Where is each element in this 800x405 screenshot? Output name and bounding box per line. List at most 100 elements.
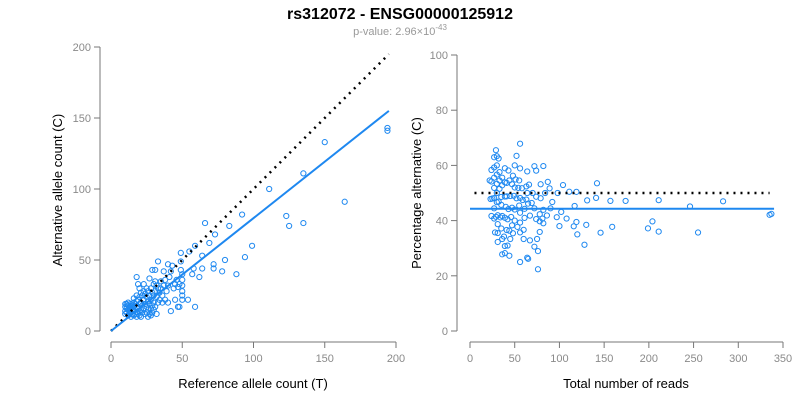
left-data-point: [146, 275, 153, 282]
left-data-point: [177, 258, 184, 265]
right-data-point: [511, 184, 518, 191]
right-data-point: [508, 213, 515, 221]
right-data-point: [573, 218, 580, 226]
right-data-point: [491, 215, 498, 222]
left-data-point: [321, 139, 328, 146]
right-x-tick-label: 150: [595, 353, 613, 365]
left-data-point: [286, 222, 293, 230]
right-y-axis-label: Percentage alternative (C): [409, 117, 424, 269]
left-data-point: [134, 281, 142, 288]
right-data-point: [543, 212, 551, 219]
right-data-point: [524, 168, 531, 175]
left-data-point: [172, 296, 179, 303]
right-data-point: [506, 252, 513, 259]
left-data-point: [266, 185, 273, 193]
left-data-point: [167, 268, 174, 275]
left-data-point: [196, 273, 203, 281]
left-data-point: [341, 198, 348, 205]
left-data-point: [179, 296, 186, 303]
left-y-tick-label: 100: [73, 184, 91, 196]
left-data-point: [160, 268, 167, 275]
right-data-point: [570, 223, 577, 230]
right-data-point: [593, 180, 601, 187]
right-data-point: [505, 167, 512, 174]
right-data-point: [516, 165, 524, 172]
left-data-point: [300, 219, 307, 227]
right-data-point: [622, 197, 629, 205]
right-data-point: [525, 255, 532, 262]
right-x-tick-label: 50: [509, 353, 521, 365]
right-plot-percentage: Total number of reads Percentage alterna…: [409, 50, 792, 391]
right-data-point: [537, 181, 544, 188]
right-data-point: [524, 254, 531, 261]
right-data-point: [655, 197, 662, 204]
left-data-point: [140, 281, 147, 288]
right-data-point: [581, 241, 588, 248]
left-identity-reference-line: [110, 53, 390, 332]
right-x-tick-label: 200: [640, 353, 658, 365]
left-data-point: [189, 271, 196, 278]
left-data-point: [157, 278, 164, 285]
right-data-point: [583, 221, 590, 228]
left-data-point: [149, 266, 156, 274]
left-data-point: [211, 231, 219, 238]
right-data-point: [491, 229, 499, 236]
left-data-point: [248, 242, 256, 249]
left-data-point: [191, 242, 199, 249]
right-data-point: [494, 221, 501, 228]
left-data-point: [239, 211, 246, 218]
right-data-point: [509, 172, 517, 179]
left-x-tick-label: 100: [244, 353, 262, 365]
right-y-tick-label: 60: [436, 160, 448, 172]
left-data-point: [152, 278, 159, 285]
right-data-point: [498, 225, 505, 232]
right-data-point: [592, 194, 600, 201]
left-data-point: [184, 296, 192, 303]
left-data-point: [137, 313, 145, 320]
left-regression-line: [110, 110, 390, 332]
pvalue-exponent: -43: [435, 23, 447, 32]
left-data-point: [179, 292, 186, 299]
right-data-point: [514, 223, 521, 230]
right-data-point: [542, 189, 549, 197]
left-data-point: [153, 310, 160, 318]
right-data-point: [526, 237, 534, 244]
right-data-point: [516, 202, 523, 209]
right-data-point: [499, 174, 506, 181]
right-data-point: [533, 235, 541, 243]
right-data-point: [496, 168, 503, 176]
left-data-point: [164, 299, 172, 306]
right-data-point: [766, 211, 773, 218]
right-data-point: [574, 231, 581, 238]
right-data-point: [495, 155, 502, 162]
right-x-tick-label: 0: [467, 353, 473, 365]
right-data-point: [520, 226, 527, 233]
right-data-point: [508, 222, 516, 229]
left-data-point: [164, 261, 172, 268]
left-data-point: [170, 285, 177, 292]
left-data-point: [159, 292, 166, 299]
pvalue-mantissa: p-value: 2.96×10: [353, 26, 435, 38]
left-y-tick-label: 150: [73, 113, 91, 125]
right-data-point: [516, 140, 524, 147]
left-y-tick-label: 200: [73, 42, 91, 54]
right-data-point: [503, 226, 510, 234]
left-data-point: [152, 303, 159, 310]
left-data-point: [206, 239, 213, 247]
left-data-point: [219, 268, 226, 275]
left-data-point: [210, 261, 217, 268]
left-data-point: [136, 285, 143, 292]
right-x-tick-label: 350: [774, 353, 792, 365]
right-data-point: [494, 229, 501, 237]
right-data-point: [496, 185, 503, 192]
left-x-tick-label: 150: [316, 353, 334, 365]
right-data-point: [536, 228, 543, 236]
left-data-point: [176, 281, 183, 288]
right-data-point: [507, 235, 514, 243]
right-data-point: [546, 185, 553, 192]
left-data-point: [176, 303, 183, 310]
right-data-point: [516, 229, 524, 236]
right-data-point: [540, 206, 547, 213]
right-data-point: [492, 147, 500, 154]
